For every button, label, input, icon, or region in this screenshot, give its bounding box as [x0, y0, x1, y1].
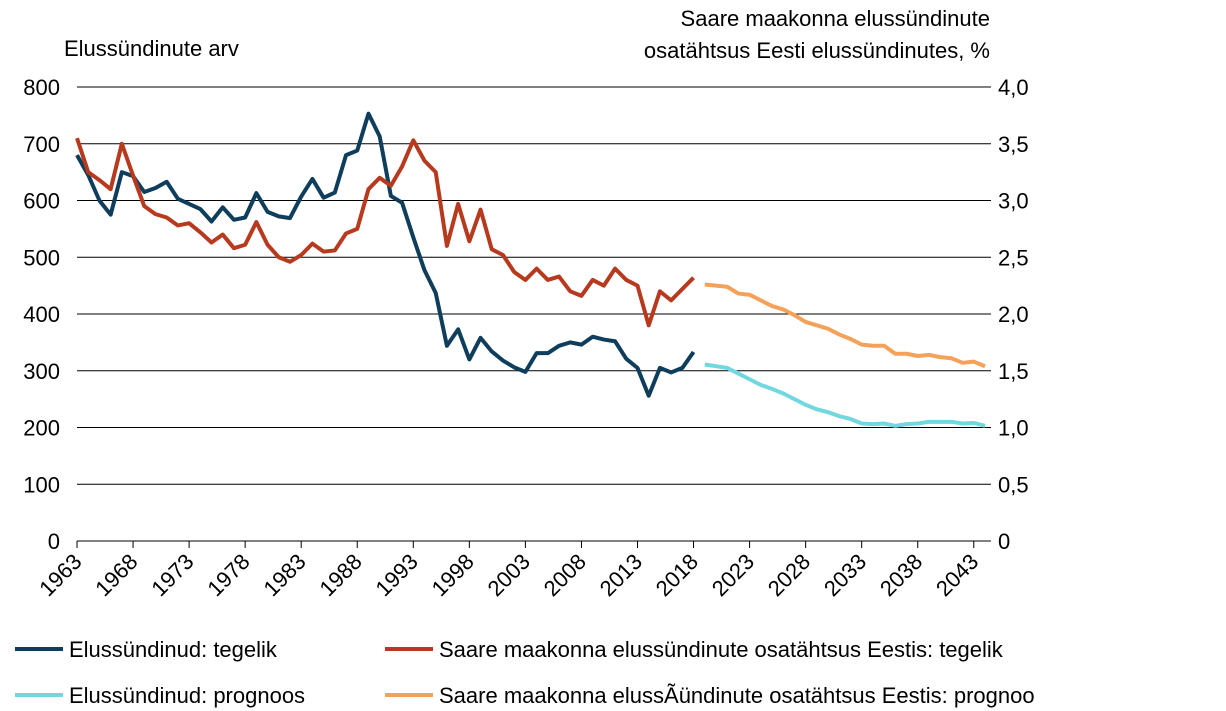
- x-tick-label: 2028: [763, 549, 815, 601]
- legend-label: Saare maakonna elussÃündinute osatähtsus…: [439, 683, 1035, 708]
- x-tick-label: 1988: [314, 549, 366, 601]
- y2-tick-label: 3,5: [998, 132, 1029, 157]
- y-tick-label: 400: [23, 302, 60, 327]
- y-axis-title: Elussündinute arv: [64, 36, 239, 61]
- x-tick-label: 2033: [819, 549, 871, 601]
- x-tick-label: 2023: [707, 549, 759, 601]
- y-tick-label: 200: [23, 416, 60, 441]
- y-tick-label: 600: [23, 189, 60, 214]
- line-series: [704, 282, 986, 369]
- y2-tick-label: 2,0: [998, 302, 1029, 327]
- y2-tick-label: 1,0: [998, 416, 1029, 441]
- x-tick-label: 2043: [931, 549, 983, 601]
- line-series: [75, 111, 696, 398]
- y2-tick-label: 1,5: [998, 359, 1029, 384]
- y2-axis-title: osatähtsus Eesti elussündinutes, %: [644, 38, 990, 63]
- x-tick-label: 1998: [427, 549, 479, 601]
- y2-tick-label: 3,0: [998, 189, 1029, 214]
- y-tick-label: 800: [23, 75, 60, 100]
- y2-tick-label: 0,5: [998, 472, 1029, 497]
- y-tick-label: 0: [48, 529, 60, 554]
- x-tick-label: 1968: [90, 549, 142, 601]
- legend-label: Elussündinud: tegelik: [69, 637, 278, 662]
- x-tick-label: 1983: [258, 549, 310, 601]
- x-tick-label: 1978: [202, 549, 254, 601]
- x-tick-label: 2003: [483, 549, 535, 601]
- y2-tick-label: 0: [998, 529, 1010, 554]
- y2-tick-label: 4,0: [998, 75, 1029, 100]
- x-tick-label: 2038: [875, 549, 927, 601]
- y-tick-label: 700: [23, 132, 60, 157]
- x-tick-label: 2018: [651, 549, 703, 601]
- x-tick-label: 1963: [34, 549, 86, 601]
- line-series: [75, 137, 695, 328]
- legend-label: Saare maakonna elussündinute osatähtsus …: [439, 637, 1004, 662]
- y2-axis-title: Saare maakonna elussündinute: [681, 6, 990, 31]
- x-tick-label: 2013: [595, 549, 647, 601]
- x-tick-label: 2008: [539, 549, 591, 601]
- line-series: [704, 362, 986, 428]
- x-tick-label: 1993: [371, 549, 423, 601]
- y-tick-label: 500: [23, 245, 60, 270]
- y-tick-label: 100: [23, 472, 60, 497]
- legend-label: Elussündinud: prognoos: [69, 683, 305, 708]
- x-tick-label: 1973: [146, 549, 198, 601]
- y2-tick-label: 2,5: [998, 245, 1029, 270]
- y-tick-label: 300: [23, 359, 60, 384]
